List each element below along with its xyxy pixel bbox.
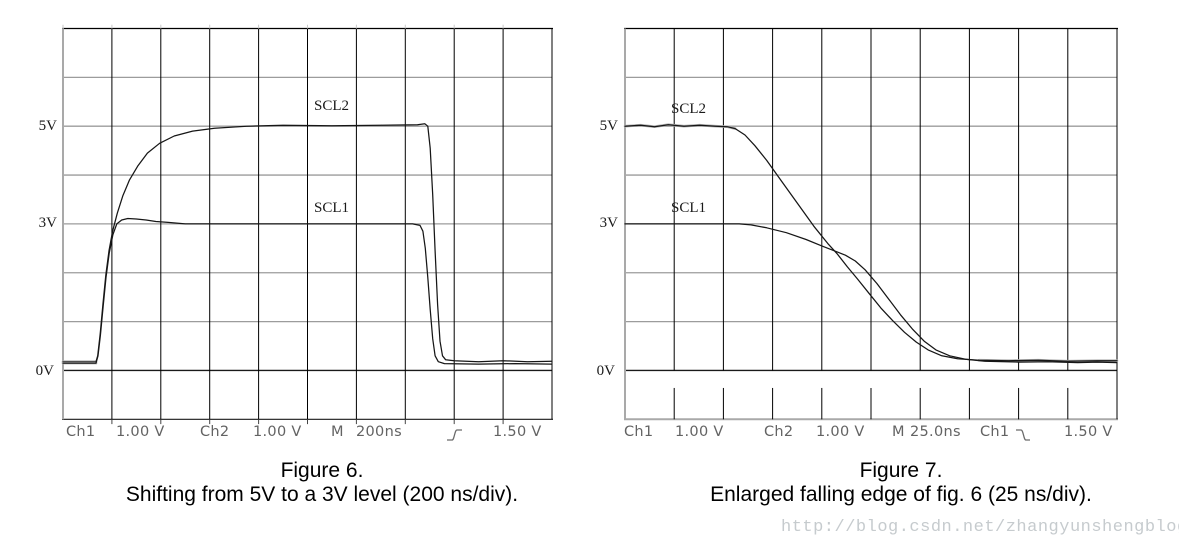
fig6-y-label-5v: 5V: [38, 118, 57, 134]
fig6-ch1-scale: 1.00 V: [116, 424, 165, 440]
rising-edge-trigger-icon: [447, 429, 462, 441]
fig7-trace-label-scl1: SCL1: [671, 200, 707, 216]
fig6-caption: Figure 6. Shifting from 5V to a 3V level…: [72, 459, 572, 506]
fig7-ch1-label: Ch1: [624, 424, 654, 440]
fig7-trigger-level: 1.50 V: [1064, 424, 1113, 440]
fig6-y-label-3v: 3V: [38, 215, 57, 231]
fig7-ch2-label: Ch2: [764, 424, 794, 440]
fig7-caption: Figure 7. Enlarged falling edge of fig. …: [651, 459, 1151, 506]
fig7-y-label-0v: 0V: [596, 363, 615, 379]
fig6-ch1-label: Ch1: [66, 424, 96, 440]
fig6-ch2-label: Ch2: [200, 424, 230, 440]
fig7-trigger-source: Ch1: [980, 424, 1010, 440]
fig6-trace-label-scl1: SCL1: [314, 200, 350, 216]
fig7-timebase-label: M: [892, 424, 905, 440]
fig6-timebase-value: 200ns: [356, 424, 402, 440]
fig6-caption-text: Shifting from 5V to a 3V level (200 ns/d…: [125, 482, 519, 506]
figure6-plot: [61, 24, 553, 425]
fig6-trace-label-scl2: SCL2: [314, 98, 350, 114]
fig6-ch2-scale: 1.00 V: [253, 424, 302, 440]
fig7-y-label-5v: 5V: [599, 118, 618, 134]
fig7-timebase-value: 25.0ns: [910, 424, 961, 440]
fig7-ch1-scale: 1.00 V: [675, 424, 724, 440]
fig7-trace-label-scl2: SCL2: [671, 101, 707, 117]
fig7-caption-title: Figure 7.: [859, 459, 943, 482]
fig7-y-label-3v: 3V: [599, 215, 618, 231]
figure7-plot: [623, 27, 1119, 421]
falling-edge-trigger-icon: [1016, 429, 1030, 441]
fig6-caption-title: Figure 6.: [280, 459, 364, 482]
fig7-ch2-scale: 1.00 V: [816, 424, 865, 440]
fig6-timebase-label: M: [331, 424, 344, 440]
fig7-caption-text: Enlarged falling edge of fig. 6 (25 ns/d…: [710, 482, 1092, 506]
watermark-url: http://blog.csdn.net/zhangyunshengblog: [781, 518, 1179, 537]
fig6-trigger-level: 1.50 V: [493, 424, 542, 440]
fig6-y-label-0v: 0V: [35, 363, 54, 379]
